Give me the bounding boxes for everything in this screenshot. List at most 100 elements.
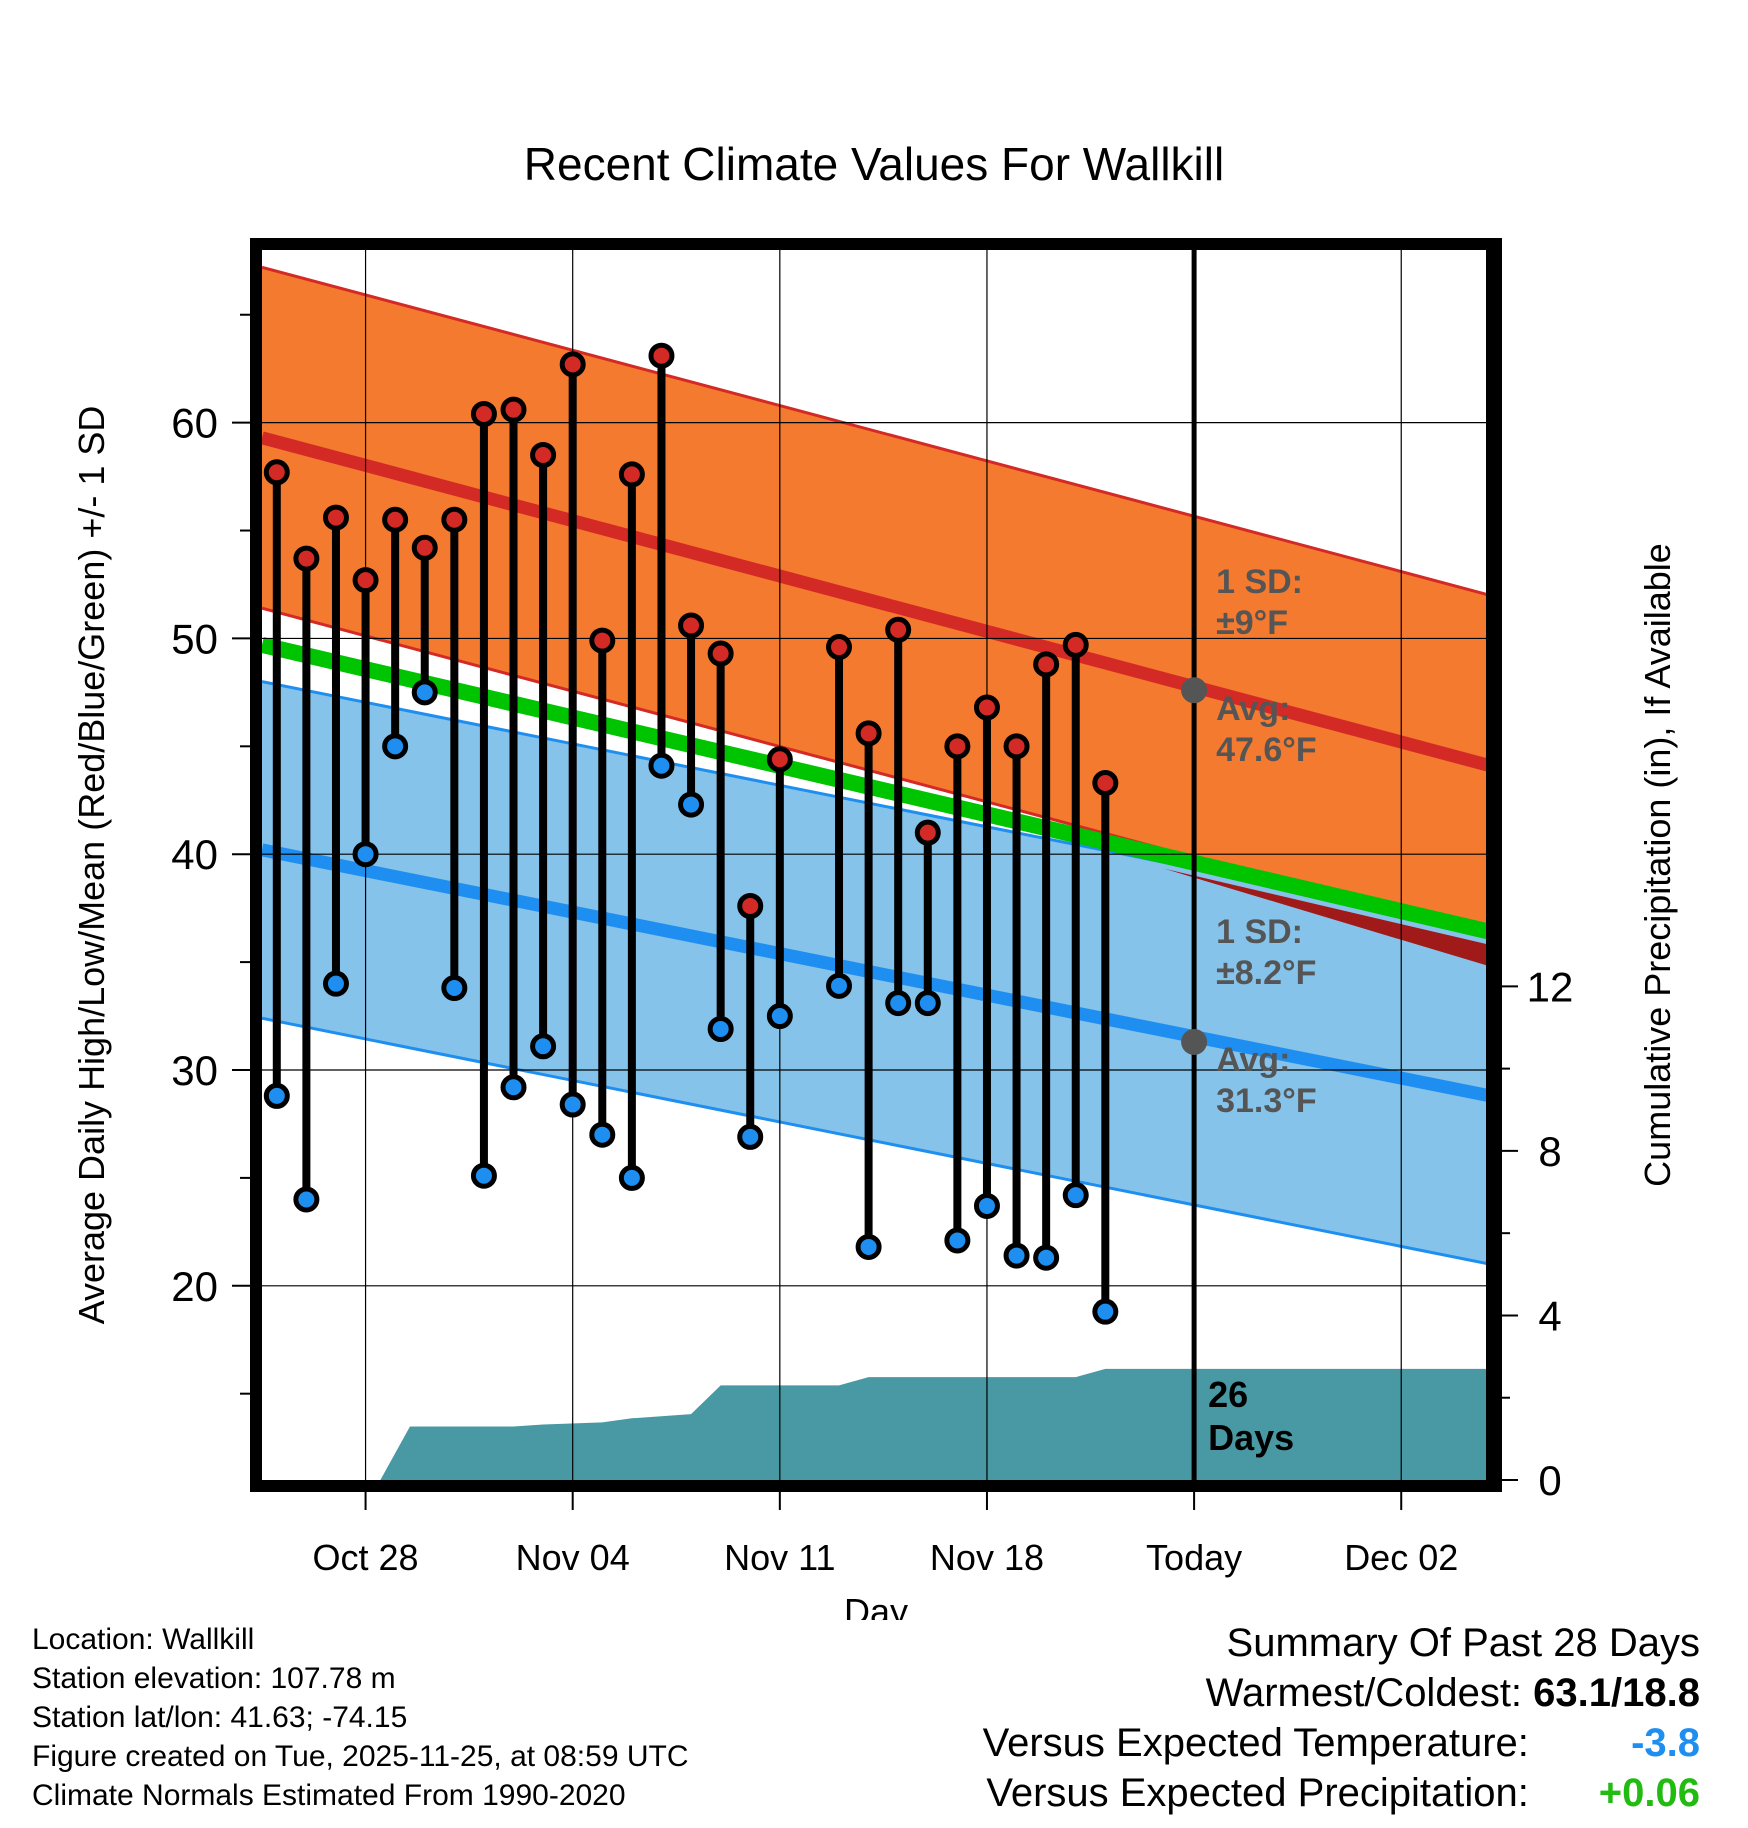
daily-low-point xyxy=(1033,1244,1060,1271)
x-axis-title: Day xyxy=(844,1591,908,1620)
low-avg-label: Avg: xyxy=(1216,1041,1290,1079)
daily-high-point xyxy=(678,612,705,639)
y-right-tick-label: 0 xyxy=(1538,1457,1561,1504)
y-right-tick-label: 8 xyxy=(1538,1128,1561,1175)
x-tick-label: Nov 11 xyxy=(724,1537,835,1578)
daily-low-point xyxy=(441,975,468,1001)
daily-high-point xyxy=(1092,770,1119,796)
temp-departure-label: Versus Expected Temperature: xyxy=(982,1721,1529,1765)
normal-low-line xyxy=(262,843,1490,1103)
daily-high-point xyxy=(1033,651,1060,678)
footer-location: Location: Wallkill xyxy=(32,1623,255,1656)
daily-high-point xyxy=(322,504,349,531)
daily-high-point xyxy=(470,401,497,427)
high-avg-label: Avg: xyxy=(1216,690,1290,728)
footer-elevation: Station elevation: 107.78 m xyxy=(32,1662,396,1695)
daily-low-point xyxy=(618,1164,645,1191)
daily-low-point xyxy=(322,970,349,997)
daily-high-point xyxy=(382,506,409,533)
high-sd-value: ±9°F xyxy=(1216,604,1288,642)
footer-created: Figure created on Tue, 2025-11-25, at 08… xyxy=(32,1740,689,1773)
daily-low-point xyxy=(293,1186,320,1213)
high-sd-label: 1 SD: xyxy=(1216,563,1303,601)
x-tick-label: Oct 28 xyxy=(313,1537,419,1578)
y-right-tick-label: 4 xyxy=(1538,1292,1561,1339)
low-avg-value: 31.3°F xyxy=(1216,1082,1317,1120)
station-info: Location: Wallkill Station elevation: 10… xyxy=(32,1620,689,1815)
daily-high-point xyxy=(1062,631,1089,658)
daily-low-point xyxy=(411,679,438,706)
daily-low-point xyxy=(1003,1242,1030,1269)
days-word: Days xyxy=(1208,1417,1294,1458)
x-tick-label: Dec 02 xyxy=(1344,1537,1458,1578)
daily-low-point xyxy=(678,791,705,818)
daily-low-point xyxy=(914,990,941,1017)
warm-cold-value: 63.1/18.8 xyxy=(1533,1671,1700,1715)
y-left-axis-title: Average Daily High/Low/Mean (Red/Blue/Gr… xyxy=(71,406,112,1325)
daily-low-point xyxy=(826,972,853,999)
y-right-axis-title: Cumulative Precipitation (in), If Availa… xyxy=(1637,543,1678,1187)
high-avg-value: 47.6°F xyxy=(1216,731,1317,769)
x-tick-label: Today xyxy=(1146,1537,1242,1578)
daily-low-point xyxy=(500,1074,527,1101)
daily-low-point xyxy=(352,841,379,868)
temp-departure-value: -3.8 xyxy=(1631,1721,1700,1765)
today-low-avg-dot xyxy=(1181,1028,1208,1055)
daily-high-point xyxy=(707,640,734,667)
precip-departure-value: +0.06 xyxy=(1598,1771,1700,1815)
daily-low-point xyxy=(530,1033,557,1060)
daily-low-point xyxy=(855,1233,882,1260)
daily-low-point xyxy=(589,1121,616,1148)
daily-high-point xyxy=(500,396,527,423)
normal-mean-line xyxy=(262,637,1490,940)
normal-high-upper-line xyxy=(262,265,1490,597)
daily-high-point xyxy=(618,461,645,488)
climate-chart: Recent Climate Values For Wallkill 1 SD:… xyxy=(71,138,1678,1620)
warm-cold-label: Warmest/Coldest: xyxy=(1205,1671,1523,1715)
daily-high-point xyxy=(914,819,941,846)
daily-high-point xyxy=(826,634,853,661)
y-left-tick-label: 50 xyxy=(171,615,218,662)
y-left-tick-label: 40 xyxy=(171,831,218,878)
low-sd-label: 1 SD: xyxy=(1216,913,1303,951)
today-high-avg-dot xyxy=(1181,677,1208,704)
footer-latlon: Station lat/lon: 41.63; -74.15 xyxy=(32,1701,408,1734)
daily-low-point xyxy=(885,990,912,1017)
daily-low-point xyxy=(470,1162,497,1189)
daily-low-point xyxy=(973,1192,1000,1219)
daily-high-point xyxy=(648,342,675,369)
summary-panel: Summary Of Past 28 Days Warmest/Coldest:… xyxy=(983,1618,1700,1818)
precip-departure-label: Versus Expected Precipitation: xyxy=(986,1771,1529,1815)
daily-high-point xyxy=(855,720,882,747)
daily-low-point xyxy=(944,1227,971,1254)
daily-high-point xyxy=(263,459,290,486)
daily-high-point xyxy=(944,733,971,760)
chart-title: Recent Climate Values For Wallkill xyxy=(524,138,1224,190)
daily-low-point xyxy=(559,1091,586,1118)
daily-low-point xyxy=(766,1003,793,1030)
daily-high-point xyxy=(1003,733,1030,760)
daily-high-point xyxy=(559,351,586,378)
x-tick-label: Nov 18 xyxy=(930,1537,1044,1578)
summary-title: Summary Of Past 28 Days xyxy=(1226,1621,1700,1665)
daily-low-point xyxy=(648,752,675,779)
normal-high-line xyxy=(262,431,1490,773)
daily-high-point xyxy=(766,746,793,773)
normals-overlap-wedge xyxy=(1164,868,1490,967)
daily-high-point xyxy=(737,893,764,919)
daily-high-point xyxy=(352,567,379,594)
daily-high-point xyxy=(973,694,1000,721)
daily-low-point xyxy=(1062,1182,1089,1209)
daily-low-point xyxy=(263,1082,290,1109)
daily-low-point xyxy=(1092,1298,1119,1325)
daily-high-point xyxy=(885,616,912,643)
y-left-tick-label: 30 xyxy=(171,1047,218,1094)
days-count: 26 xyxy=(1208,1374,1248,1415)
normal-low-lower-line xyxy=(262,1016,1490,1266)
footer-normals: Climate Normals Estimated From 1990-2020 xyxy=(32,1779,626,1812)
y-right-tick-label: 12 xyxy=(1527,963,1574,1010)
daily-high-point xyxy=(589,627,616,654)
y-left-tick-label: 20 xyxy=(171,1263,218,1310)
y-left-tick-label: 60 xyxy=(171,400,218,447)
